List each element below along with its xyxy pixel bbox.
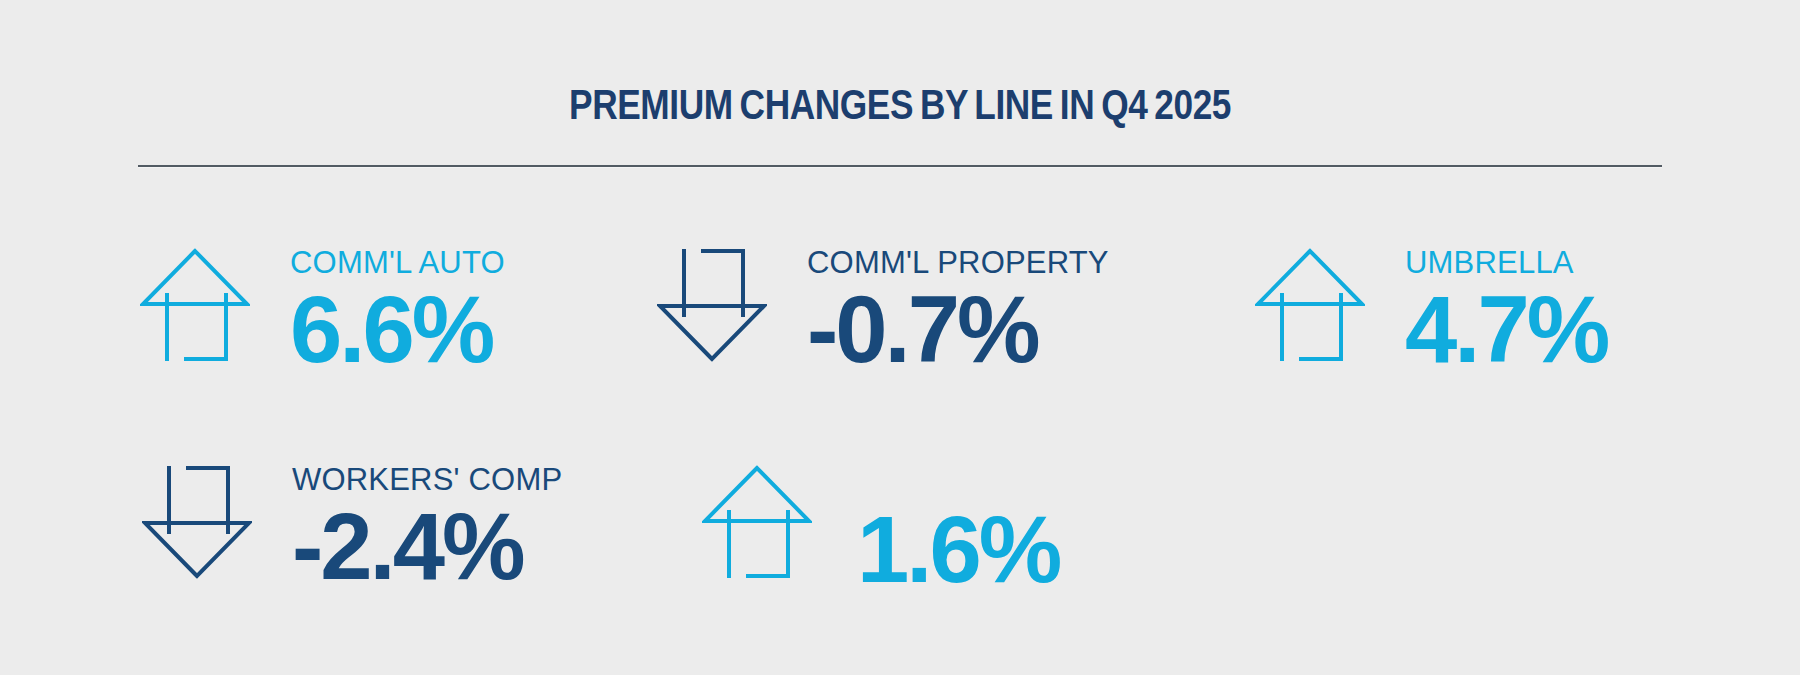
- change-value: -2.4%: [292, 500, 562, 594]
- line-label: COMM'L PROPERTY: [807, 247, 1109, 278]
- line-label: COMM'L AUTO: [290, 247, 505, 278]
- stat-unlabeled: 1.6%: [702, 464, 812, 580]
- stat-text: COMM'L AUTO 6.6%: [290, 247, 505, 377]
- line-label: WORKERS' COMP: [292, 464, 562, 495]
- stat-umbrella: UMBRELLA 4.7%: [1255, 247, 1607, 377]
- change-value: 4.7%: [1405, 283, 1607, 377]
- page-title: PREMIUM CHANGES BY LINE IN Q4 2025: [569, 84, 1231, 126]
- stat-comml-auto: COMM'L AUTO 6.6%: [140, 247, 505, 377]
- up-arrow-icon: [702, 464, 812, 580]
- down-arrow-icon: [142, 464, 252, 580]
- down-arrow-icon: [657, 247, 767, 363]
- change-value: 1.6%: [857, 503, 1059, 597]
- up-arrow-icon: [1255, 247, 1365, 363]
- change-value: -0.7%: [807, 283, 1109, 377]
- change-value: 6.6%: [290, 283, 505, 377]
- title-row: PREMIUM CHANGES BY LINE IN Q4 2025: [0, 84, 1800, 126]
- line-label: UMBRELLA: [1405, 247, 1607, 278]
- stat-text: COMM'L PROPERTY -0.7%: [807, 247, 1109, 377]
- up-arrow-icon: [140, 247, 250, 363]
- divider-rule: [138, 165, 1662, 167]
- stat-text: WORKERS' COMP -2.4%: [292, 464, 562, 594]
- infographic-canvas: PREMIUM CHANGES BY LINE IN Q4 2025 COMM'…: [0, 0, 1800, 675]
- stat-comml-property: COMM'L PROPERTY -0.7%: [657, 247, 1109, 377]
- stat-workers-comp: WORKERS' COMP -2.4%: [142, 464, 562, 594]
- stat-text: UMBRELLA 4.7%: [1405, 247, 1607, 377]
